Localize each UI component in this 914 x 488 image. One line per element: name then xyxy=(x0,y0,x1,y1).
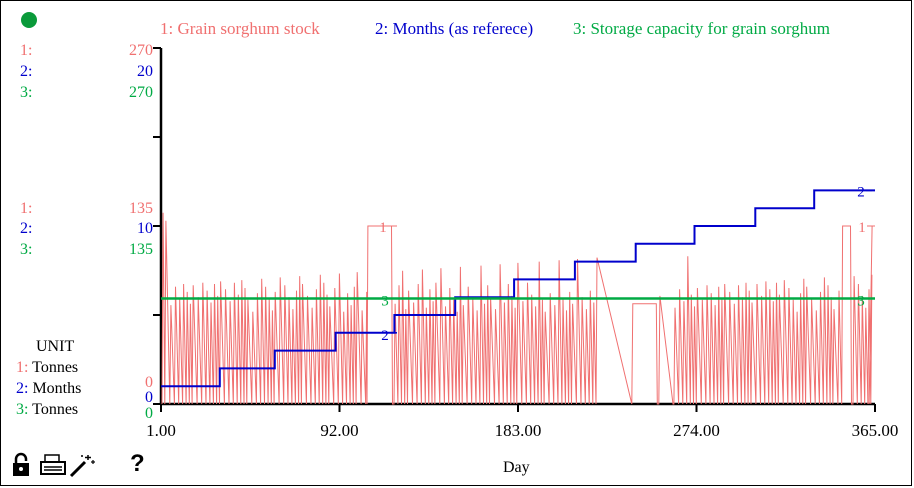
series-marker-1-a: 1 xyxy=(379,220,387,236)
series-line-stock xyxy=(161,212,875,405)
scale-value-min-2: 0 xyxy=(145,389,153,406)
unit-label-2: Months xyxy=(32,380,82,397)
series-marker-2-b: 2 xyxy=(857,184,865,200)
scale-value-mid-3: 135 xyxy=(129,241,153,258)
scale-value-min-1: 0 xyxy=(145,374,153,391)
scale-index-max-1: 1: xyxy=(20,42,32,59)
x-tick-label-1: 92.00 xyxy=(320,421,358,440)
scale-index-max-2: 2: xyxy=(20,63,32,80)
unit-row-1: 1: Tonnes xyxy=(16,357,81,378)
x-axis-label: Day xyxy=(503,459,530,476)
unit-row-2: 2: Months xyxy=(16,378,81,399)
scale-value-max-3: 270 xyxy=(129,84,153,101)
printer-icon[interactable] xyxy=(39,452,67,483)
x-tick-label-2: 183.00 xyxy=(495,421,542,440)
unit-heading: UNIT xyxy=(36,338,75,355)
series-line-months xyxy=(161,189,875,388)
scale-value-max-1: 270 xyxy=(129,42,153,59)
unit-label-3: Tonnes xyxy=(32,401,79,418)
scale-value-mid-2: 10 xyxy=(137,220,153,237)
legend-entry-2: 2: Months (as referece) xyxy=(375,19,533,38)
graph-status-icon xyxy=(21,12,37,28)
scale-value-max-2: 20 xyxy=(137,63,153,80)
series-marker-3-a: 3 xyxy=(381,294,389,310)
unit-label-1: Tonnes xyxy=(32,359,79,376)
scale-index-mid-1: 1: xyxy=(20,200,32,217)
scale-value-mid-1: 135 xyxy=(129,200,153,217)
scale-value-min-3: 0 xyxy=(145,405,153,422)
series-marker-2-a: 2 xyxy=(381,328,389,344)
unit-row-3: 3: Tonnes xyxy=(16,399,81,420)
scale-index-mid-2: 2: xyxy=(20,220,32,237)
unit-panel: UNIT 1: Tonnes 2: Months 3: Tonnes xyxy=(16,336,81,420)
unit-index-2: 2: xyxy=(16,380,29,397)
scale-index-max-3: 3: xyxy=(20,84,32,101)
unit-index-3: 3: xyxy=(16,401,29,418)
x-tick-label-0: 1.00 xyxy=(146,421,176,440)
scale-index-mid-3: 3: xyxy=(20,241,32,258)
help-button[interactable]: ? xyxy=(130,450,145,477)
unit-index-1: 1: xyxy=(16,359,29,376)
x-tick-label-3: 274.00 xyxy=(673,421,720,440)
series-marker-1-b: 1 xyxy=(858,220,866,236)
series-marker-3-b: 3 xyxy=(857,294,865,310)
legend-entry-1: 1: Grain sorghum stock xyxy=(160,19,320,38)
x-tick-label-4: 365.00 xyxy=(852,421,899,440)
lock-icon[interactable] xyxy=(12,452,30,483)
legend-entry-3: 3: Storage capacity for grain sorghum xyxy=(573,19,830,38)
magic-wand-icon[interactable] xyxy=(68,452,96,483)
